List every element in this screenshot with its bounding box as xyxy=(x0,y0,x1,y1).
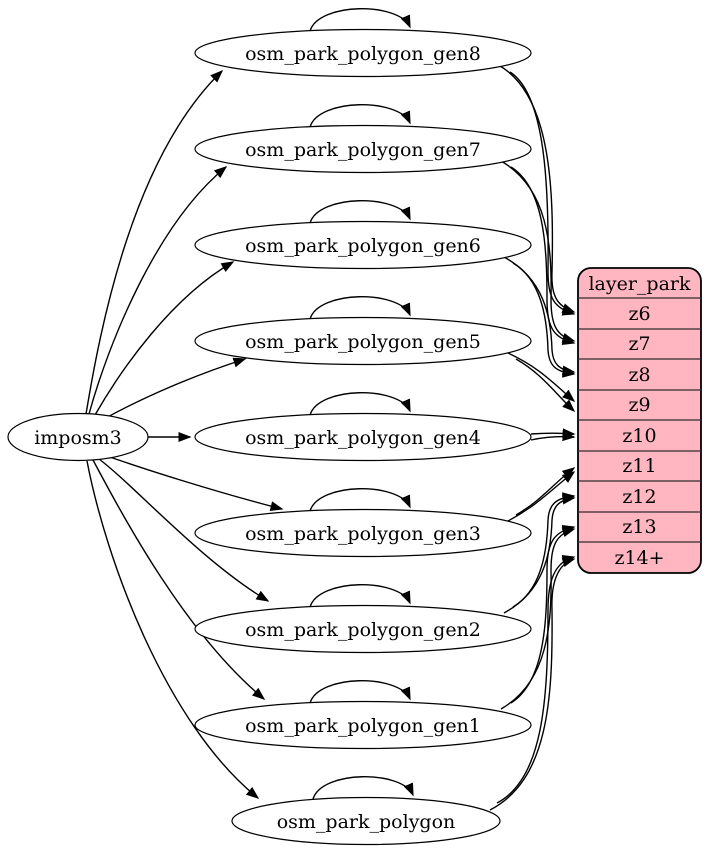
node-osm-park-polygon-gen7: osm_park_polygon_gen7 xyxy=(194,124,532,174)
node-gen5-shape xyxy=(194,316,532,366)
row-z8: z8 xyxy=(628,364,650,386)
edge-polygon-z14-b xyxy=(496,554,576,804)
row-z12: z12 xyxy=(622,486,656,508)
row-z13: z13 xyxy=(622,516,656,538)
self-loop-gen7 xyxy=(309,104,411,128)
edge-imposm3-polygon xyxy=(86,460,260,799)
self-loop-gen3 xyxy=(309,488,411,512)
row-z9: z9 xyxy=(628,394,650,416)
edge-imposm3-gen2 xyxy=(98,458,270,602)
edges-from-source xyxy=(85,69,284,799)
edge-gen2-z12-a xyxy=(503,494,576,614)
row-z11: z11 xyxy=(622,455,656,477)
node-osm-park-polygon-gen1: osm_park_polygon_gen1 xyxy=(194,700,532,750)
layer-park-table: layer_park z6 z7 z8 z9 z10 z11 z12 z13 z… xyxy=(577,267,702,574)
edge-imposm3-gen1 xyxy=(92,459,266,700)
node-osm-park-polygon-gen6: osm_park_polygon_gen6 xyxy=(194,220,532,270)
edge-gen5-z9-a xyxy=(507,352,576,402)
edges-to-layer xyxy=(489,65,576,811)
self-loop-gen1 xyxy=(309,680,411,704)
self-loop-gen8 xyxy=(309,8,411,32)
layer-park-header: layer_park xyxy=(588,273,691,295)
node-gen7-label: osm_park_polygon_gen7 xyxy=(245,139,481,161)
self-loop-gen2 xyxy=(309,584,411,608)
node-gen8-label: osm_park_polygon_gen8 xyxy=(245,43,481,65)
node-gen1-label: osm_park_polygon_gen1 xyxy=(245,715,481,737)
edge-gen2-z12-b xyxy=(512,492,576,608)
node-imposm3-shape xyxy=(7,412,149,462)
edge-imposm3-gen6 xyxy=(94,261,235,416)
node-gen3-shape xyxy=(194,508,532,558)
node-osm-park-polygon-gen5: osm_park_polygon_gen5 xyxy=(194,316,532,366)
node-gen2-label: osm_park_polygon_gen2 xyxy=(245,619,481,641)
self-loops xyxy=(309,8,414,800)
edge-imposm3-gen5 xyxy=(103,357,247,420)
node-imposm3: imposm3 xyxy=(7,412,149,462)
node-gen6-shape xyxy=(194,220,532,270)
node-gen8-shape xyxy=(194,28,532,78)
self-loop-gen6 xyxy=(309,200,411,224)
node-gen3-label: osm_park_polygon_gen3 xyxy=(245,523,481,545)
edge-gen6-z8-b xyxy=(512,262,576,378)
row-z14: z14+ xyxy=(614,547,664,569)
edge-gen4-z10-a xyxy=(530,428,576,439)
edge-polygon-z14-a xyxy=(489,557,576,811)
edge-gen8-z6-a xyxy=(499,65,576,313)
row-z6: z6 xyxy=(628,303,650,325)
node-gen4-shape xyxy=(194,412,532,462)
node-gen7-shape xyxy=(194,124,532,174)
node-osm-park-polygon: osm_park_polygon xyxy=(231,796,501,846)
edge-gen8-z6-b xyxy=(509,71,576,316)
node-gen4-label: osm_park_polygon_gen4 xyxy=(245,427,481,449)
node-gen2-shape xyxy=(194,604,532,654)
edge-gen3-z11-b xyxy=(515,467,576,516)
node-osm-park-polygon-gen3: osm_park_polygon_gen3 xyxy=(194,508,532,558)
node-gen5-label: osm_park_polygon_gen5 xyxy=(245,331,481,353)
row-z7: z7 xyxy=(628,333,650,355)
edge-gen7-z7-b xyxy=(510,166,576,346)
node-gen6-label: osm_park_polygon_gen6 xyxy=(245,235,481,257)
node-osm-park-polygon-gen8: osm_park_polygon_gen8 xyxy=(194,28,532,78)
node-imposm3-label: imposm3 xyxy=(34,427,122,449)
node-osm-park-polygon-gen4: osm_park_polygon_gen4 xyxy=(194,412,532,462)
edge-gen4-z10-b xyxy=(530,431,576,442)
node-gen1-shape xyxy=(194,700,532,750)
edge-imposm3-gen3 xyxy=(106,455,284,511)
edge-imposm3-gen8 xyxy=(85,69,224,415)
node-polygon-shape xyxy=(231,796,501,846)
self-loop-gen4 xyxy=(309,392,411,416)
row-z10: z10 xyxy=(622,425,656,447)
self-loop-gen5 xyxy=(309,296,411,320)
node-polygon-label: osm_park_polygon xyxy=(277,811,456,833)
self-loop-polygon xyxy=(312,776,414,800)
edge-gen6-z8-a xyxy=(503,256,576,376)
edge-gen5-z9-b xyxy=(515,358,576,413)
edge-gen1-z13-b xyxy=(510,524,576,704)
edge-imposm3-gen7 xyxy=(88,166,228,415)
node-osm-park-polygon-gen2: osm_park_polygon_gen2 xyxy=(194,604,532,654)
